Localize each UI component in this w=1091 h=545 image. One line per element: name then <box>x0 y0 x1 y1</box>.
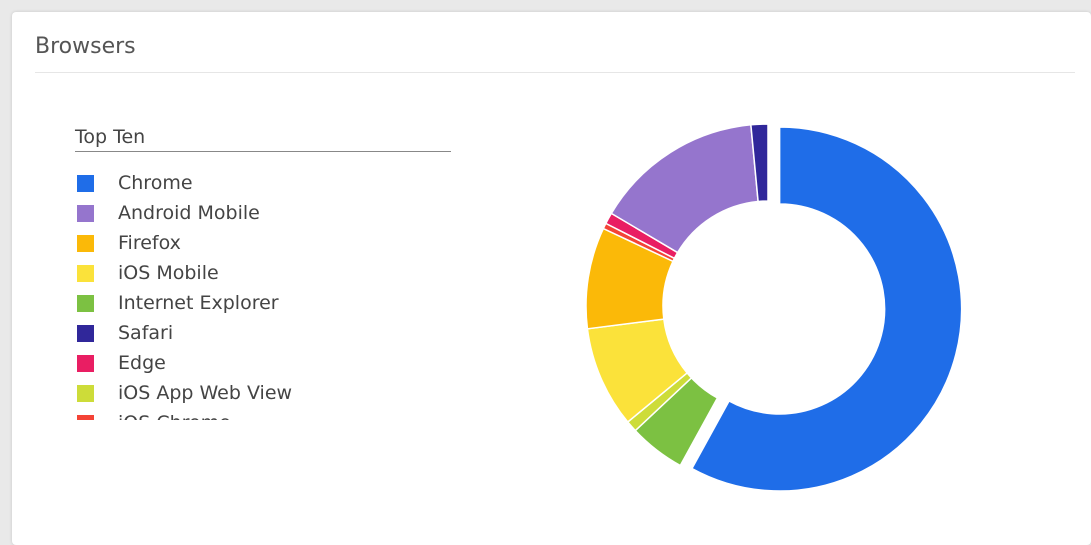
legend-item[interactable]: iOS Mobile <box>75 258 451 288</box>
legend-swatch <box>77 414 94 420</box>
legend-swatch <box>77 264 94 282</box>
legend-swatch <box>77 234 94 252</box>
legend-label: iOS Mobile <box>118 262 219 284</box>
legend-title: Top Ten <box>75 126 451 152</box>
legend-item[interactable]: Chrome <box>75 168 451 198</box>
legend-swatch <box>77 354 94 372</box>
panel-title: Browsers <box>35 34 136 59</box>
legend-label: Edge <box>118 352 166 374</box>
legend-item[interactable]: iOS App Web View <box>75 378 451 408</box>
legend-item[interactable]: Firefox <box>75 228 451 258</box>
legend-swatch <box>77 294 94 312</box>
legend-item[interactable]: Edge <box>75 348 451 378</box>
legend-item[interactable]: Internet Explorer <box>75 288 451 318</box>
legend-swatch <box>77 174 94 192</box>
legend-item[interactable]: iOS Chrome <box>75 408 451 420</box>
legend-swatch <box>77 204 94 222</box>
legend-label: Firefox <box>118 232 181 254</box>
separator <box>35 72 1075 73</box>
legend-label: Chrome <box>118 172 193 194</box>
legend-item[interactable]: Android Mobile <box>75 198 451 228</box>
legend-label: Internet Explorer <box>118 292 279 314</box>
legend: Chrome Android Mobile Firefox iOS Mobile Int… <box>75 168 451 420</box>
legend-label: Safari <box>118 322 174 344</box>
donut-slice[interactable] <box>750 123 769 203</box>
legend-swatch <box>77 384 94 402</box>
legend-label: iOS Chrome <box>118 412 231 420</box>
legend-label: iOS App Web View <box>118 382 293 404</box>
legend-item[interactable]: Safari <box>75 318 451 348</box>
legend-label: Android Mobile <box>118 202 260 224</box>
donut-slice[interactable] <box>690 126 963 492</box>
legend-swatch <box>77 324 94 342</box>
